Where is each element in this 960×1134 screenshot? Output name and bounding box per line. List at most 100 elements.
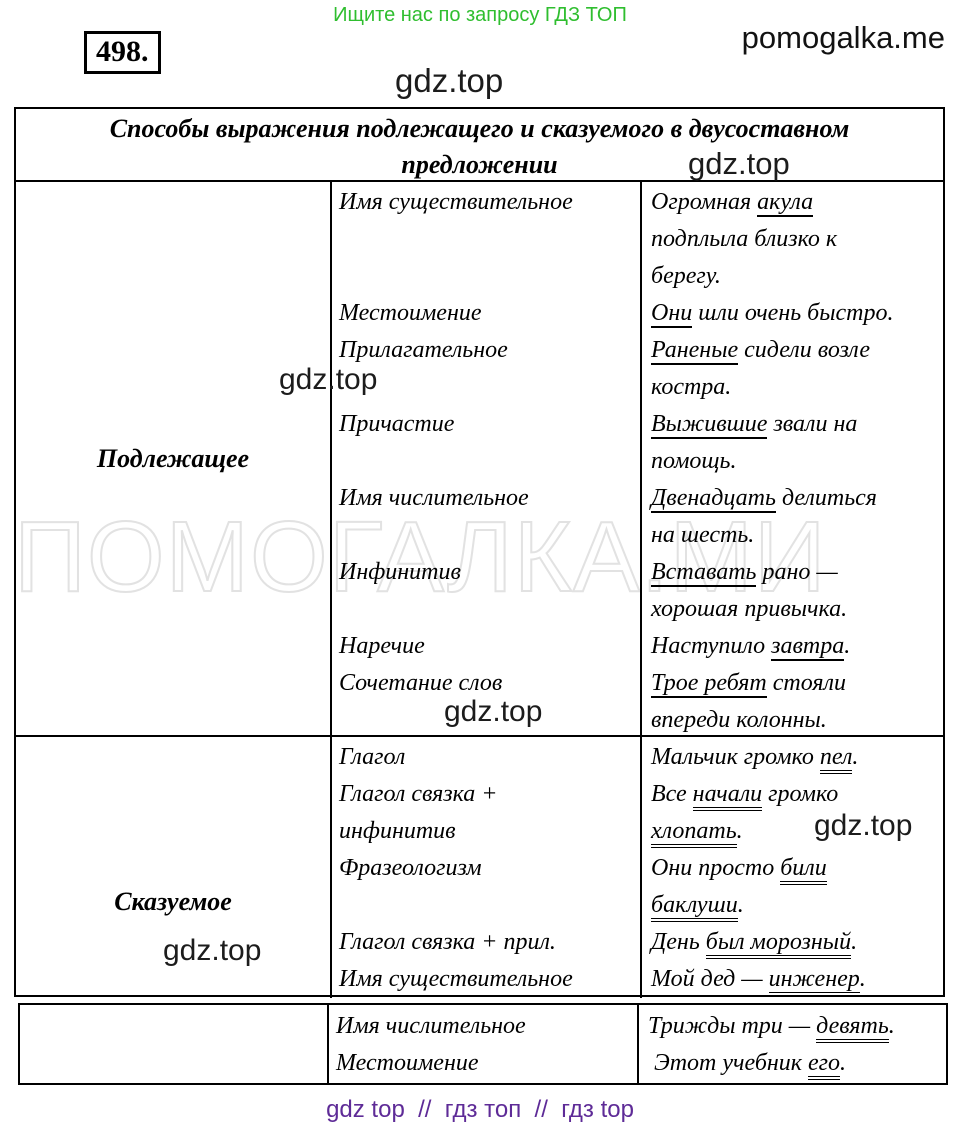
predicate-header-label: Сказуемое: [114, 887, 232, 916]
plain-text: помощь.: [651, 448, 737, 474]
plain-text: Мальчик громко: [651, 744, 820, 770]
table-line: Этот учебник его.: [648, 1045, 946, 1082]
table-line: [339, 258, 640, 295]
table-title-line2: предложении: [401, 150, 558, 179]
table-line: хорошая привычка.: [651, 591, 943, 628]
table-line: Прилагательное: [339, 337, 508, 363]
underlined-word: Трое ребят: [651, 670, 767, 698]
table-line: [339, 517, 640, 554]
table-title: Способы выражения подлежащего и сказуемо…: [16, 109, 943, 182]
plain-text: .: [859, 966, 866, 992]
plain-text: на шесть.: [651, 522, 755, 548]
underlined-word: Двенадцать: [651, 485, 776, 513]
underlined-word: хлопать: [651, 818, 737, 848]
plain-text: День: [651, 929, 706, 955]
underlined-word: Вставать: [651, 559, 757, 587]
bottom-forms-cell: Имя числительное Местоимение: [329, 1005, 639, 1083]
table-line: [339, 221, 640, 258]
plain-text: Наступило: [651, 633, 772, 659]
table-line: Раненые сидели возле: [651, 332, 943, 369]
table-line: [339, 443, 640, 480]
plain-text: костра.: [651, 374, 732, 400]
table-line: Наречие: [339, 633, 425, 659]
watermark-gdz-top: gdz.top: [814, 809, 913, 842]
underlined-word: баклуши: [651, 892, 738, 922]
site-logo: pomogalka.me: [741, 20, 945, 55]
table-line: Трижды три — девять.: [648, 1008, 946, 1045]
plain-text: громко: [762, 781, 839, 807]
table-line: Глагол связка +: [339, 781, 498, 807]
plain-text: Этот учебник: [648, 1050, 809, 1076]
watermark-gdz-top: gdz.top: [395, 62, 504, 99]
table-line: Они шли очень быстро.: [651, 295, 943, 332]
underlined-word: его: [808, 1050, 841, 1080]
bottom-examples-cell: Трижды три — девять. Этот учебник его.: [639, 1005, 946, 1083]
bottom-empty-cell: [20, 1005, 329, 1083]
table-title-line1: Способы выражения подлежащего и сказуемо…: [109, 114, 850, 143]
plain-text: Они просто: [651, 855, 781, 881]
watermark-gdz-top: gdz.top: [279, 363, 378, 396]
plain-text: .: [888, 1013, 895, 1039]
plain-text: стояли: [766, 670, 846, 696]
table-line: Глагол: [339, 744, 406, 770]
table-line: Выжившие звали на: [651, 406, 943, 443]
table-line: Фразеологизм: [339, 855, 482, 881]
table-line: Местоимение: [339, 300, 482, 326]
footer-text: gdz top // гдз топ // гдз top: [326, 1096, 634, 1123]
table-line: Вставать рано —: [651, 554, 943, 591]
plain-text: берегу.: [651, 263, 721, 289]
promo-text: Ищите нас по запросу ГДЗ ТОП: [333, 4, 627, 26]
plain-text: Трижды три —: [648, 1013, 817, 1039]
underlined-word: акула: [757, 189, 814, 217]
underlined-word: был морозный: [705, 929, 852, 959]
table-line: День был морозный.: [651, 924, 943, 961]
plain-text: .: [851, 929, 858, 955]
table-line: Огромная акула: [651, 184, 943, 221]
table-line: Они просто били: [651, 850, 943, 887]
table-line: Сочетание слов: [339, 670, 503, 696]
plain-text: подплыла близко к: [651, 226, 838, 252]
table-line: Мой дед — инженер.: [651, 961, 943, 998]
watermark-pomogalka-outline: ПОМОГАЛКА.МИ: [13, 500, 827, 614]
watermark-gdz-top: gdz.top: [444, 695, 543, 728]
table-line: Имя числительное: [336, 1013, 526, 1039]
underlined-word: завтра: [771, 633, 845, 661]
table-line: Имя существительное: [339, 189, 573, 215]
plain-text: .: [840, 1050, 847, 1076]
subject-header-label: Подлежащее: [96, 444, 250, 473]
underlined-word: Выжившие: [651, 411, 768, 439]
predicate-forms-cell: Глагол Глагол связка + инфинитив Фразеологи…: [332, 737, 642, 998]
plain-text: шли очень быстро.: [692, 300, 894, 326]
main-table: Способы выражения подлежащего и сказуемо…: [14, 107, 945, 998]
plain-text: .: [736, 818, 743, 844]
table-line: Трое ребят стояли: [651, 665, 943, 702]
table-line: берегу.: [651, 258, 943, 295]
exercise-number-badge: 498.: [84, 31, 161, 74]
underlined-word: девять: [816, 1013, 889, 1043]
table-line: Глагол связка + прил.: [339, 929, 556, 955]
plain-text: сидели возле: [738, 337, 870, 363]
table-line: Все начали громко: [651, 776, 943, 813]
table-row-subject: Подлежащее Имя существительное Местоимен…: [16, 182, 943, 737]
predicate-header-cell: Сказуемое: [16, 737, 332, 998]
underlined-word: начали: [692, 781, 763, 811]
bottom-table: Имя числительное Местоимение Трижды три —…: [18, 1003, 948, 1085]
table-line: помощь.: [651, 443, 943, 480]
table-line: Имя числительное: [339, 485, 529, 511]
table-line: впереди колонны.: [651, 702, 943, 739]
table-line: Инфинитив: [339, 559, 461, 585]
plain-text: делиться: [775, 485, 877, 511]
subject-header-cell: Подлежащее: [16, 182, 332, 735]
table-line: Причастие: [339, 411, 455, 437]
table-line: [339, 369, 640, 406]
table-line: Двенадцать делиться: [651, 480, 943, 517]
underlined-word: пел: [819, 744, 853, 774]
table-line: инфинитив: [339, 818, 456, 844]
table-line: Местоимение: [336, 1050, 479, 1076]
plain-text: звали на: [767, 411, 858, 437]
table-body: Подлежащее Имя существительное Местоимен…: [16, 182, 943, 998]
table-line: хлопать.: [651, 813, 943, 850]
plain-text: .: [852, 744, 859, 770]
underlined-word: били: [780, 855, 827, 885]
subject-forms-cell: Имя существительное Местоимение Прилагате…: [332, 182, 642, 735]
